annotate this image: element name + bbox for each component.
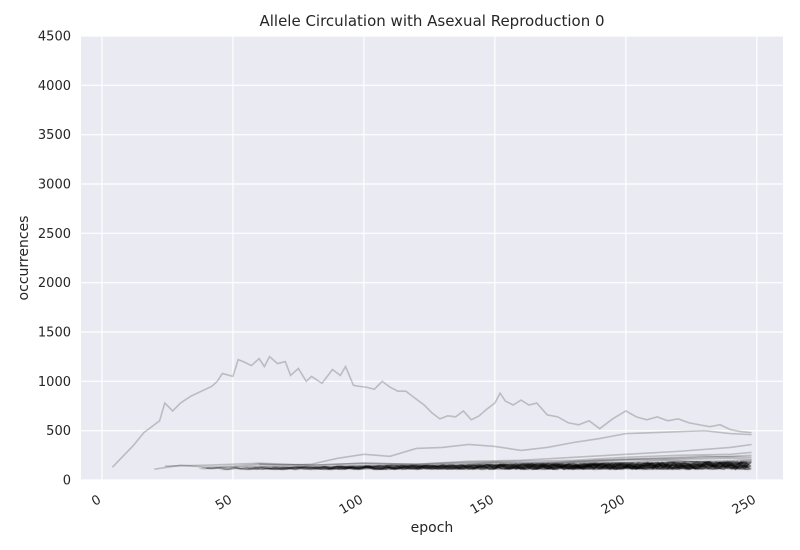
x-tick-label: 100: [337, 492, 366, 517]
dense-allele-line: [533, 460, 749, 471]
y-tick-label: 4000: [38, 79, 71, 94]
dense-allele-line: [457, 461, 752, 471]
dense-allele-line: [331, 460, 751, 471]
dense-allele-line: [253, 460, 752, 471]
dense-allele-line: [544, 461, 750, 471]
dense-allele-line: [365, 460, 748, 471]
dense-allele-line: [471, 461, 750, 471]
dense-allele-line: [253, 461, 752, 471]
dense-allele-line: [515, 461, 748, 471]
y-tick-labels: 0 500 1000 1500 2000 2500 3000 3500 4000 4500: [38, 30, 71, 489]
dense-allele-line: [202, 460, 749, 471]
dense-allele-line: [541, 461, 752, 471]
dense-allele-line: [388, 461, 751, 471]
chart-title: Allele Circulation with Asexual Reproduc…: [259, 12, 604, 30]
series-line-10: [625, 460, 752, 466]
series-line-4: [206, 454, 752, 469]
dense-allele-line: [200, 461, 752, 471]
y-tick-label: 1000: [38, 375, 71, 390]
dense-allele-line: [540, 461, 751, 471]
x-tick-label: 250: [730, 492, 759, 517]
series-line-3: [164, 443, 752, 467]
dense-allele-line: [457, 460, 752, 471]
series-line-8: [494, 459, 752, 468]
dense-allele-line: [344, 460, 748, 471]
x-tick-labels: 0 50 100 150 200 250: [89, 492, 759, 517]
dense-allele-line: [247, 460, 752, 471]
y-tick-label: 2500: [38, 227, 71, 242]
dense-allele-line: [498, 460, 752, 471]
dense-allele-line: [363, 461, 752, 471]
dense-allele-line: [572, 459, 752, 471]
dense-allele-line: [560, 461, 750, 471]
dense-allele-line: [384, 461, 747, 471]
dense-allele-line: [280, 461, 747, 471]
dense-allele-line: [575, 460, 749, 471]
dense-allele-line: [267, 460, 751, 471]
y-tick-label: 0: [63, 474, 71, 489]
dense-allele-line: [488, 460, 751, 471]
y-tick-label: 3000: [38, 178, 71, 193]
series-line-2: [154, 429, 752, 470]
dense-allele-line: [313, 461, 750, 471]
x-tick-label: 200: [599, 492, 628, 517]
x-axis-label: epoch: [411, 520, 454, 536]
x-tick-label: 150: [468, 492, 497, 517]
dense-allele-line: [522, 460, 748, 471]
y-tick-label: 1500: [38, 326, 71, 341]
series-line-6: [337, 455, 752, 470]
x-tick-label: 0: [89, 492, 104, 509]
dense-allele-line: [512, 461, 750, 471]
dense-allele-line: [544, 461, 749, 471]
dense-allele-line: [510, 461, 752, 471]
dense-allele-line: [365, 460, 748, 471]
dense-allele-line: [246, 460, 750, 471]
dense-allele-line: [395, 461, 748, 471]
y-tick-label: 2000: [38, 276, 71, 291]
dense-allele-line: [319, 462, 750, 471]
dense-allele-line: [234, 460, 749, 471]
dense-allele-line: [477, 460, 750, 471]
dense-allele-line: [322, 461, 748, 471]
y-axis-label: occurrences: [16, 216, 32, 301]
grid: [81, 35, 783, 481]
dense-allele-line: [527, 460, 748, 471]
series-line-5: [259, 451, 752, 467]
dense-allele-line: [314, 460, 750, 471]
dense-allele-line: [399, 460, 751, 471]
dense-allele-line: [219, 460, 750, 471]
dense-allele-line: [244, 460, 748, 471]
series-line-1: [111, 355, 752, 468]
series-line-9: [560, 459, 752, 467]
dense-allele-line: [442, 460, 752, 471]
dense-allele-line: [322, 460, 748, 471]
dense-allele-line: [336, 461, 751, 471]
plot-background: [81, 36, 783, 480]
dense-allele-line: [198, 460, 750, 471]
dense-allele-line: [273, 460, 751, 471]
dense-allele-line: [458, 461, 748, 471]
dense-allele-line: [572, 461, 752, 471]
dense-allele-line: [490, 461, 748, 471]
dense-allele-line: [271, 460, 749, 471]
dense-allele-line: [295, 461, 747, 471]
y-tick-label: 3500: [38, 128, 71, 143]
dense-allele-line: [526, 461, 747, 471]
dense-allele-line: [527, 461, 748, 471]
x-tick-label: 50: [213, 492, 235, 513]
y-tick-label: 500: [46, 424, 71, 439]
y-tick-label: 4500: [38, 30, 71, 45]
dense-allele-line: [223, 460, 748, 471]
series-group: [111, 355, 752, 471]
series-line-7: [416, 457, 752, 469]
dense-allele-line: [327, 460, 748, 471]
dense-allele-line: [337, 460, 752, 471]
dense-allele-line: [205, 460, 751, 471]
dense-allele-line: [261, 460, 749, 471]
